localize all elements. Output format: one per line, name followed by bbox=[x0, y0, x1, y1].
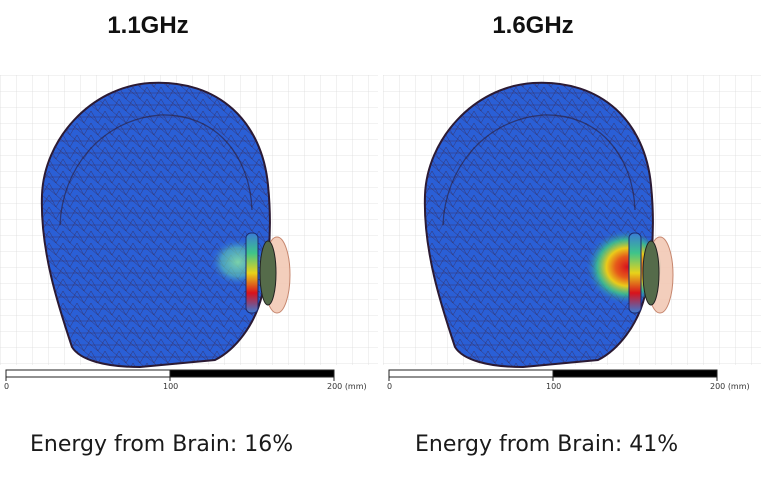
antenna-device bbox=[628, 232, 674, 314]
scale-bar: 0 100 200 (mm) bbox=[4, 369, 367, 391]
energy-label-right: Energy from Brain: 41% bbox=[415, 432, 679, 457]
simulation-view-left: 0 100 200 (mm) bbox=[0, 75, 378, 395]
scale-label-100: 100 bbox=[163, 382, 178, 391]
simulation-view-right: 0 100 200 (mm) bbox=[383, 75, 761, 395]
head-model bbox=[40, 81, 271, 369]
scale-bar: 0 100 200 (mm) bbox=[387, 369, 750, 391]
scale-label-200: 200 (mm) bbox=[327, 382, 367, 391]
scale-label-200: 200 (mm) bbox=[710, 382, 750, 391]
scale-label-0: 0 bbox=[4, 382, 9, 391]
frequency-title-left: 1.1GHz bbox=[107, 12, 189, 39]
scale-label-100: 100 bbox=[546, 382, 561, 391]
frequency-title-right: 1.6GHz bbox=[492, 12, 574, 39]
scale-label-0: 0 bbox=[387, 382, 392, 391]
antenna-device bbox=[245, 232, 291, 314]
energy-label-left: Energy from Brain: 16% bbox=[30, 432, 294, 457]
head-model bbox=[423, 81, 654, 369]
